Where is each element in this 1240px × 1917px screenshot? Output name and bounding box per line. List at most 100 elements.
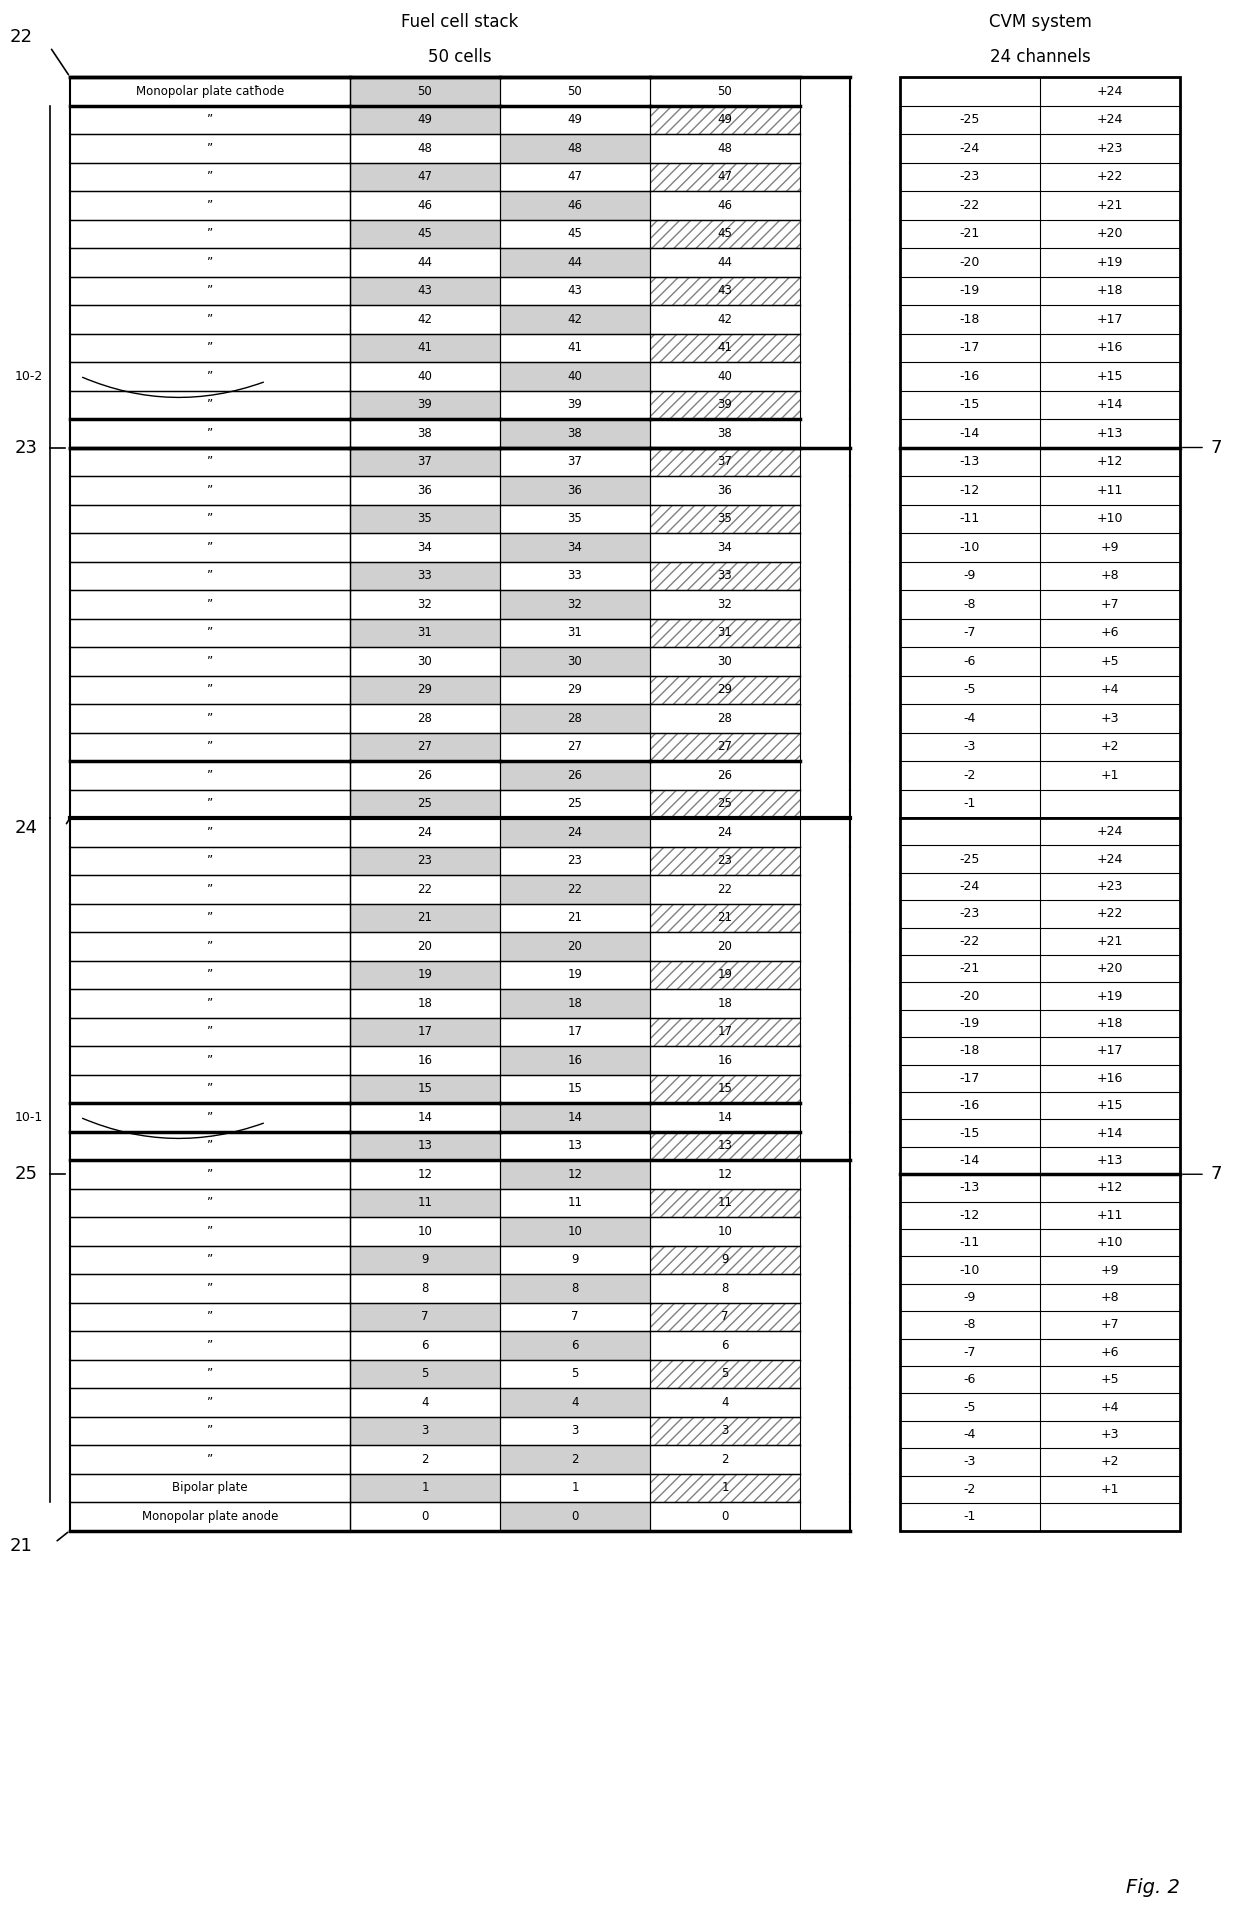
Bar bbox=[69, 562, 350, 590]
Bar bbox=[69, 761, 350, 790]
Bar bbox=[69, 77, 350, 105]
Bar bbox=[350, 334, 500, 362]
Text: -14: -14 bbox=[960, 1154, 980, 1167]
Text: 50: 50 bbox=[418, 84, 433, 98]
Text: +9: +9 bbox=[1101, 541, 1120, 554]
Bar bbox=[69, 874, 350, 903]
Text: 14: 14 bbox=[418, 1110, 433, 1123]
Bar bbox=[500, 790, 650, 819]
Text: 10: 10 bbox=[418, 1225, 433, 1238]
Text: 47: 47 bbox=[718, 171, 733, 184]
Text: 19: 19 bbox=[718, 968, 733, 982]
Text: 33: 33 bbox=[568, 569, 583, 583]
Bar bbox=[69, 220, 350, 247]
Text: 24 channels: 24 channels bbox=[990, 48, 1090, 65]
Text: ”: ” bbox=[207, 284, 213, 297]
Bar bbox=[500, 1388, 650, 1417]
Text: -7: -7 bbox=[963, 1346, 976, 1359]
Text: ”: ” bbox=[207, 1309, 213, 1323]
Text: 38: 38 bbox=[568, 427, 583, 439]
Text: -23: -23 bbox=[960, 171, 980, 184]
Text: -9: -9 bbox=[963, 569, 976, 583]
Bar bbox=[69, 475, 350, 504]
Bar bbox=[650, 790, 800, 819]
Text: 15: 15 bbox=[568, 1083, 583, 1095]
Text: +2: +2 bbox=[1101, 1455, 1120, 1468]
Text: -1: -1 bbox=[963, 1511, 976, 1524]
Text: -9: -9 bbox=[963, 1290, 976, 1304]
Text: ”: ” bbox=[207, 1367, 213, 1380]
Text: 45: 45 bbox=[718, 228, 733, 240]
Text: ”: ” bbox=[207, 427, 213, 439]
Text: 13: 13 bbox=[718, 1139, 733, 1152]
Bar bbox=[500, 77, 650, 105]
Text: -22: -22 bbox=[960, 935, 980, 947]
Text: 7: 7 bbox=[422, 1309, 429, 1323]
Text: 22: 22 bbox=[568, 882, 583, 895]
Bar bbox=[650, 874, 800, 903]
Text: 48: 48 bbox=[568, 142, 583, 155]
Text: 35: 35 bbox=[418, 512, 433, 525]
Bar bbox=[350, 819, 500, 847]
Bar bbox=[69, 247, 350, 276]
Text: 28: 28 bbox=[418, 711, 433, 725]
Text: 9: 9 bbox=[422, 1254, 429, 1267]
Bar bbox=[69, 790, 350, 819]
Bar bbox=[350, 475, 500, 504]
Text: +8: +8 bbox=[1101, 1290, 1120, 1304]
Text: 33: 33 bbox=[418, 569, 433, 583]
Text: 2: 2 bbox=[422, 1453, 429, 1467]
Bar bbox=[500, 276, 650, 305]
Bar bbox=[650, 420, 800, 447]
Text: 20: 20 bbox=[418, 939, 433, 953]
Text: 29: 29 bbox=[718, 682, 733, 696]
Text: 10-2: 10-2 bbox=[15, 370, 43, 383]
Bar bbox=[500, 134, 650, 163]
Text: 2: 2 bbox=[572, 1453, 579, 1467]
Text: 37: 37 bbox=[418, 454, 433, 468]
Text: 11: 11 bbox=[718, 1196, 733, 1210]
Text: 7: 7 bbox=[722, 1309, 729, 1323]
Bar bbox=[900, 77, 1180, 819]
Text: +3: +3 bbox=[1101, 711, 1120, 725]
Text: -12: -12 bbox=[960, 483, 980, 497]
Text: 5: 5 bbox=[722, 1367, 729, 1380]
Text: -18: -18 bbox=[960, 312, 980, 326]
Text: -25: -25 bbox=[960, 113, 980, 127]
Bar bbox=[350, 163, 500, 192]
Bar bbox=[69, 1075, 350, 1102]
Text: 35: 35 bbox=[568, 512, 583, 525]
Text: ”: ” bbox=[207, 740, 213, 753]
Bar bbox=[650, 989, 800, 1018]
Bar bbox=[69, 1503, 350, 1530]
Bar bbox=[500, 1160, 650, 1189]
Bar bbox=[650, 134, 800, 163]
Text: 23: 23 bbox=[568, 855, 583, 866]
Bar bbox=[500, 1302, 650, 1330]
Text: -21: -21 bbox=[960, 962, 980, 976]
Bar bbox=[350, 504, 500, 533]
Text: 14: 14 bbox=[568, 1110, 583, 1123]
Bar bbox=[69, 704, 350, 732]
Text: ”: ” bbox=[207, 1054, 213, 1066]
Text: -16: -16 bbox=[960, 1098, 980, 1112]
Text: ”: ” bbox=[207, 1083, 213, 1095]
Text: ”: ” bbox=[207, 142, 213, 155]
Bar bbox=[69, 1388, 350, 1417]
Text: 43: 43 bbox=[418, 284, 433, 297]
Bar bbox=[69, 504, 350, 533]
Bar bbox=[650, 105, 800, 134]
Bar bbox=[500, 1275, 650, 1302]
Text: 30: 30 bbox=[718, 656, 733, 667]
Text: ”: ” bbox=[207, 797, 213, 811]
Text: 0: 0 bbox=[572, 1511, 579, 1522]
Bar bbox=[500, 334, 650, 362]
Bar bbox=[350, 1445, 500, 1474]
Bar bbox=[500, 1503, 650, 1530]
Bar bbox=[350, 619, 500, 648]
Text: ”: ” bbox=[207, 312, 213, 326]
Text: ”: ” bbox=[207, 769, 213, 782]
Text: 5: 5 bbox=[422, 1367, 429, 1380]
Text: -14: -14 bbox=[960, 427, 980, 439]
Bar bbox=[350, 362, 500, 391]
